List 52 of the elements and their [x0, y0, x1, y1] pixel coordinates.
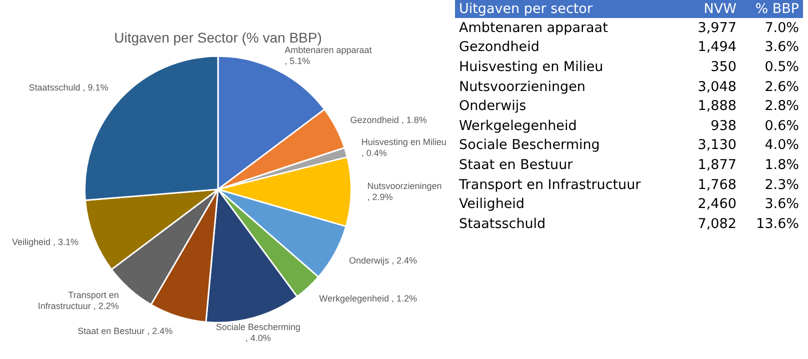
category-label: Staat en Bestuur	[458, 156, 574, 175]
data-label: , 5.1%	[284, 56, 310, 66]
data-label: 938	[710, 116, 738, 136]
data-label: 0.6%	[764, 116, 800, 136]
category-label: Werkgelegenheid	[458, 116, 578, 136]
data-label: , 0.4%	[361, 148, 387, 158]
data-label: 2,460	[696, 195, 738, 214]
data-label: 4.0%	[764, 136, 800, 156]
data-label: 1,888	[696, 97, 738, 116]
slice-label: Nutsvoorzieningen	[367, 181, 442, 192]
data-label: 3.6%	[764, 195, 800, 214]
data-label: 7,082	[696, 214, 738, 234]
slice-label: Sociale Bescherming	[216, 322, 300, 332]
data-label: 3.6%	[764, 38, 800, 58]
data-label: 3,048	[696, 78, 738, 96]
data-label: 1,494	[696, 38, 738, 58]
category-label: Sociale Bescherming	[458, 136, 601, 156]
text: NVW	[684, 0, 740, 18]
data-label: 3,977	[696, 18, 738, 38]
data-label: 2.3%	[764, 176, 800, 194]
data-label: 1,768	[696, 176, 738, 194]
category-label: Transport en Infrastructuur	[458, 176, 642, 194]
slice-label: Transport en Infrastructuur , 2.2%	[38, 290, 119, 311]
data-label: , 2.9%	[367, 192, 393, 202]
slice-label: Staatsschuld , 9.1%	[28, 82, 108, 93]
slice-label: Gezondheid , 1.8%	[350, 114, 427, 125]
data-label: 1.8%	[764, 156, 800, 175]
data-label: 7.0%	[764, 18, 800, 38]
category-label: Onderwijs	[458, 97, 528, 116]
data-label: 350	[710, 58, 738, 77]
data-label: , 4.0%	[245, 333, 271, 344]
legend-label: % BBP	[740, 0, 803, 18]
category-label: Staatsschuld	[458, 214, 547, 234]
data-label: 1,877	[696, 156, 738, 175]
slice-label: Ambtenaren apparaat	[284, 44, 372, 55]
slice-label: Huisvesting en Milieu	[361, 136, 446, 147]
data-label: 13.6%	[755, 214, 800, 234]
slice-label: Onderwijs , 2.4%	[349, 255, 418, 266]
data-label: 0.5%	[764, 58, 800, 77]
text: Uitgaven per sector	[455, 0, 684, 18]
data-label: 2.6%	[764, 78, 800, 96]
slice-label: Veiligheid , 3.1%	[12, 236, 78, 247]
data-label: 3,130	[696, 136, 738, 156]
category-label: Ambtenaren apparaat	[458, 18, 609, 38]
category-label: Gezondheid	[458, 38, 540, 58]
slice-label: Staat en Bestuur , 2.4%	[78, 326, 173, 336]
data-label: 2.8%	[764, 97, 800, 116]
chart-title: Uitgaven per Sector (% van BBP)	[114, 29, 322, 46]
category-label: Huisvesting en Milieu	[458, 58, 604, 77]
category-label: Veiligheid	[458, 195, 526, 214]
slice-label: Werkgelegenheid , 1.2%	[319, 294, 418, 304]
category-label: Nutsvoorzieningen	[458, 78, 586, 96]
